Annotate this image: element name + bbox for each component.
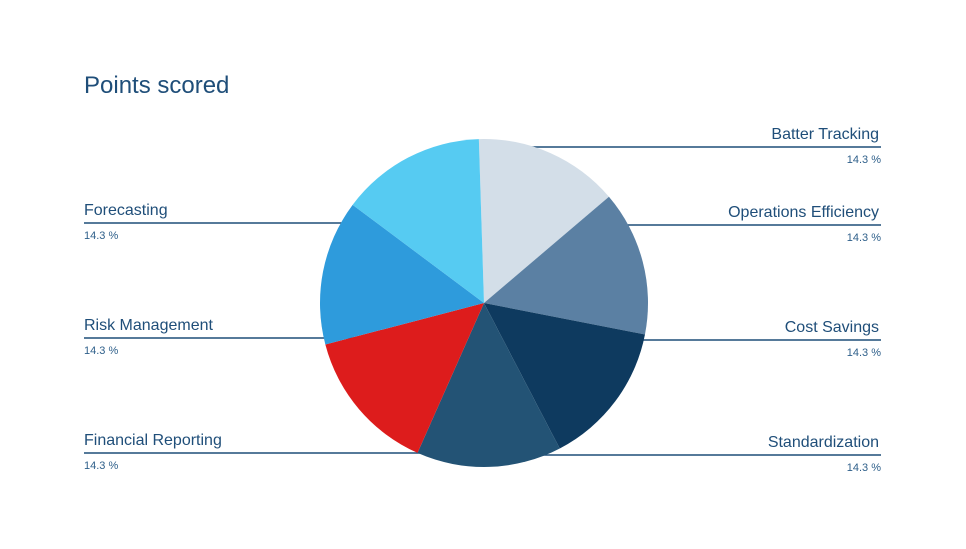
pie-slice-batter-tracking (478, 138, 609, 303)
slice-value-standardization: 14.3 % (847, 462, 881, 474)
slice-value-financial-reporting: 14.3 % (84, 460, 118, 472)
slice-value-cost-savings: 14.3 % (847, 347, 881, 359)
pie-slice-forecasting (352, 139, 484, 303)
slice-label-risk-management: Risk Management (84, 317, 214, 334)
chart-title: Points scored (84, 72, 230, 99)
slice-value-forecasting: 14.3 % (84, 230, 118, 242)
pie-slice-risk-management (320, 204, 484, 345)
slice-label-standardization: Standardization (768, 434, 879, 451)
slice-label-operations-efficiency: Operations Efficiency (728, 204, 879, 221)
pie-slice-cost-savings (484, 303, 645, 449)
slice-label-batter-tracking: Batter Tracking (771, 126, 879, 143)
slice-label-financial-reporting: Financial Reporting (84, 432, 222, 449)
slice-value-batter-tracking: 14.3 % (847, 154, 881, 166)
slice-label-forecasting: Forecasting (84, 202, 168, 219)
pie-slice-operations-efficiency (484, 196, 649, 335)
pie-slice-financial-reporting (325, 303, 484, 453)
slice-label-cost-savings: Cost Savings (785, 319, 879, 336)
pie-slices (320, 138, 649, 467)
pie-slice-standardization (417, 303, 560, 467)
slice-value-operations-efficiency: 14.3 % (847, 232, 881, 244)
slice-value-risk-management: 14.3 % (84, 345, 118, 357)
pie-labels: Batter Tracking 14.3 % Operations Efficien… (84, 126, 881, 474)
